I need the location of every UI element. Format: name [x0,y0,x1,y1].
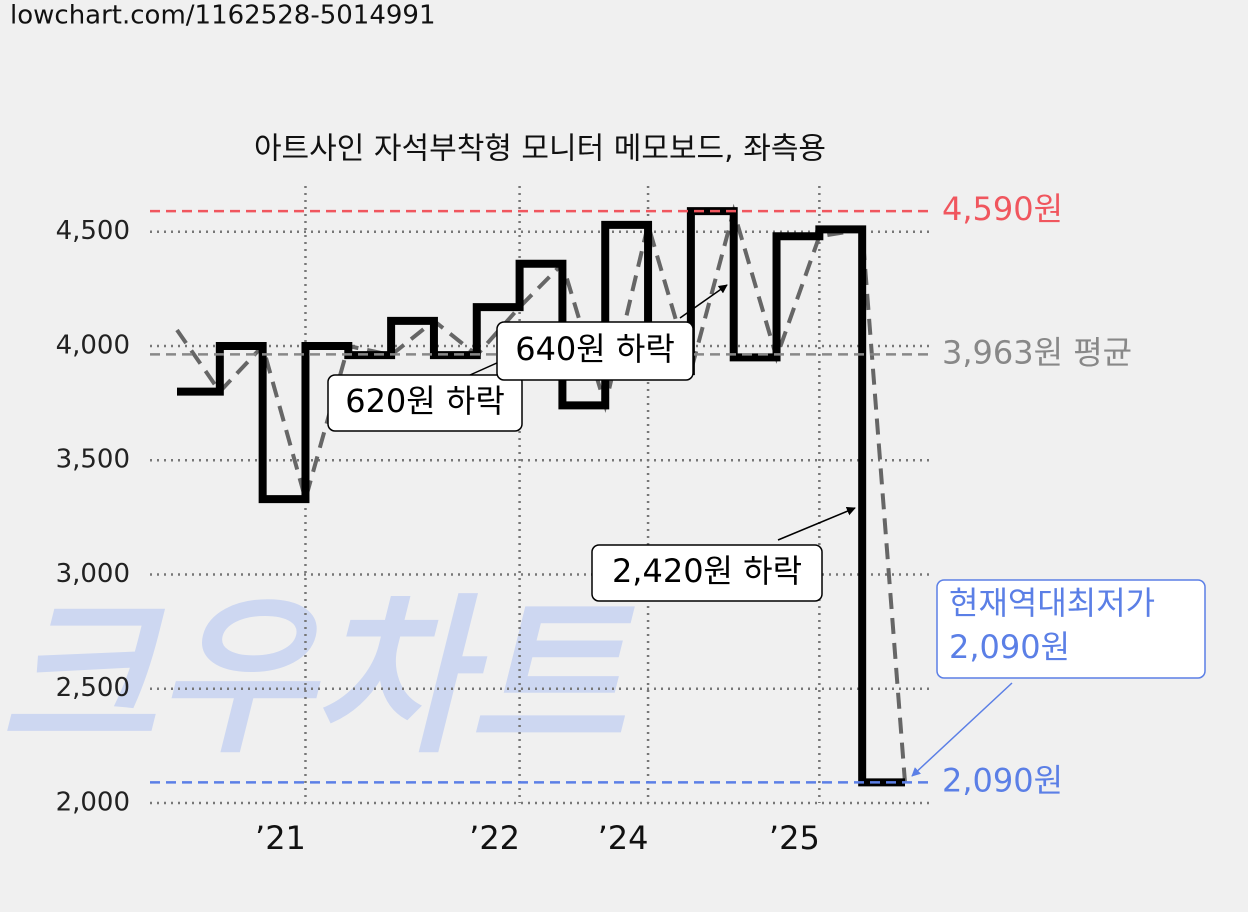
source-url: lowchart.com/1162528-5014991 [10,1,436,31]
reference-label: 3,963원 평균 [942,333,1132,371]
y-tick-label: 3,500 [56,445,130,475]
y-tick-label: 4,500 [56,216,130,246]
step-line [177,207,905,787]
y-tick-label: 2,000 [56,788,130,818]
x-tick-label: ’25 [769,819,820,857]
annotation-text: 현재역대최저가 [949,584,1155,622]
annotation-box [936,579,1206,679]
annotation-text: 2,420원 하락 [612,552,802,590]
annotation-text: 620원 하락 [345,382,505,420]
x-tick-label: ’22 [469,819,520,857]
annotation-arrow [911,682,1013,777]
x-tick-label: ’24 [598,819,649,857]
annotation-box [327,374,523,432]
annotation-arrow [777,506,856,541]
y-tick-label: 4,000 [56,330,130,360]
annotation-arrow [679,284,728,319]
dashed-line [175,203,907,783]
reference-label: 4,590원 [942,190,1063,228]
y-tick-label: 3,000 [56,559,130,589]
x-tick-label: ’21 [255,819,306,857]
chart-title: 아트사인 자석부착형 모니터 메모보드, 좌측용 [254,132,826,167]
reference-label: 2,090원 [942,761,1063,799]
annotation-text: 640원 하락 [515,330,675,368]
y-tick-label: 2,500 [56,673,130,703]
watermark-layer: 크우차트 [0,579,635,777]
annotation-box [591,544,823,602]
watermark: 크우차트 [0,579,635,777]
annotation-text: 2,090원 [949,628,1070,666]
annotation-box [496,321,694,381]
